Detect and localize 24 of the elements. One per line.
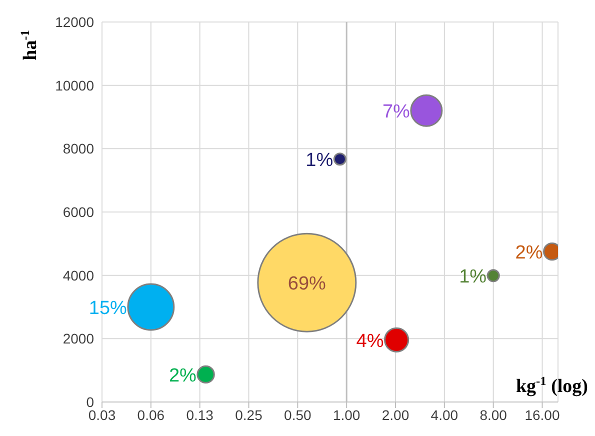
annotation: 1%	[459, 266, 487, 288]
x-axis-title: kg$^{-1}$ (log)	[516, 374, 588, 397]
annotation: 7%	[382, 102, 410, 123]
x-tick-label: 0.13	[186, 406, 214, 423]
y-tick-label: 4000	[62, 267, 94, 284]
x-tick-label: 0.25	[235, 406, 263, 423]
y-tick-label: 6000	[62, 204, 94, 220]
annotation: 69%	[288, 274, 326, 295]
x-tick-label: 0.06	[137, 406, 165, 423]
annotation: 1%	[306, 150, 334, 172]
y-tick-label: 2000	[62, 330, 94, 347]
y-tick-label: 10000	[55, 77, 94, 94]
x-tick-label: 2.00	[382, 406, 410, 423]
y-tick-label: 8000	[62, 140, 94, 157]
x-tick-label: 16.00	[524, 406, 560, 423]
x-tick-label: 4.00	[430, 406, 458, 423]
x-tick-label: 1.00	[332, 406, 360, 423]
annotation: 2%	[515, 242, 543, 264]
y-tick-label: 12000	[55, 14, 94, 30]
annotation: 2%	[168, 365, 197, 386]
annotation: 15%	[88, 298, 128, 319]
x-tick-label: 8.00	[480, 406, 508, 423]
annotation: 4%	[356, 330, 384, 352]
x-tick-label: 0.50	[284, 406, 312, 423]
